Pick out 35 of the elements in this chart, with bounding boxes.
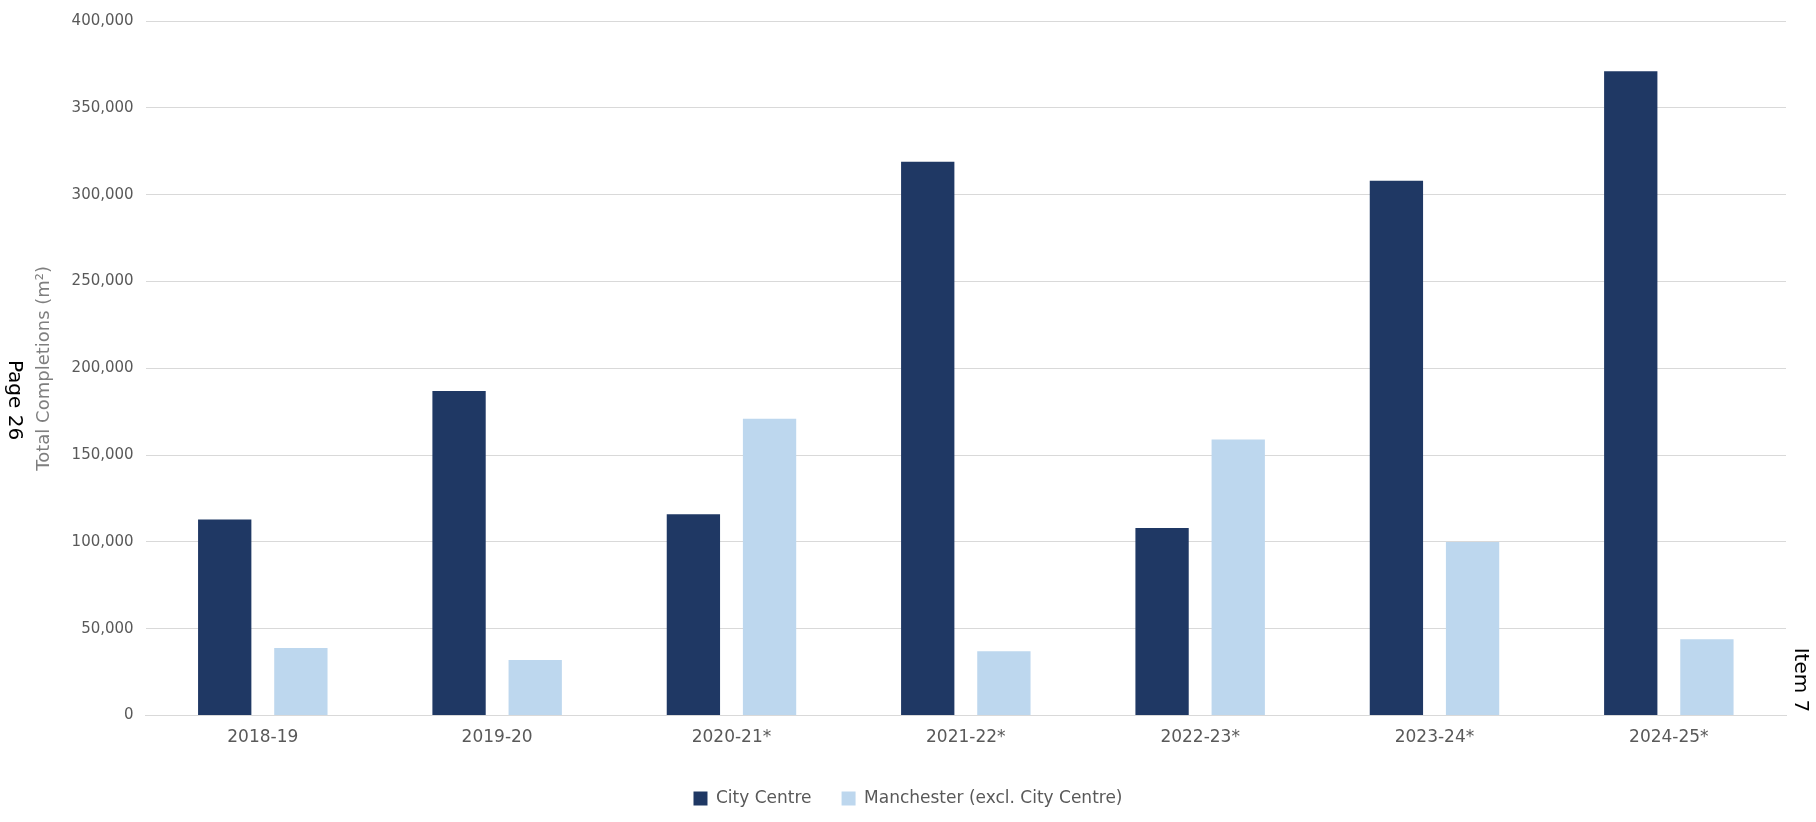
x-tick-label: 2020-21*: [691, 726, 772, 747]
bar: [508, 660, 562, 716]
text: Item 7: [1789, 647, 1814, 713]
x-tick-label: 2019-20: [461, 726, 533, 747]
bar: [742, 418, 797, 716]
bar: [1680, 639, 1734, 716]
bar: [1604, 71, 1658, 716]
bar: [901, 161, 955, 716]
legend-label: Manchester (excl. City Centre): [864, 786, 1123, 807]
bar: [666, 514, 721, 716]
bar: [1135, 528, 1189, 716]
y-tick-label: 400,000: [71, 10, 134, 29]
x-tick-label: 2023-24*: [1394, 726, 1475, 747]
y-tick-label: 50,000: [81, 618, 134, 637]
y-tick-label: 100,000: [71, 531, 134, 550]
bar: [198, 519, 252, 716]
y-tick-label: 350,000: [71, 97, 134, 116]
bar: [1211, 439, 1265, 716]
bar: [977, 651, 1031, 716]
bar: [1445, 541, 1500, 716]
y-tick-label: 300,000: [71, 184, 134, 203]
x-tick-label: 2024-25*: [1629, 726, 1709, 747]
x-tick-label: 2018-19: [227, 726, 299, 747]
y-tick-label: 250,000: [71, 271, 134, 290]
bar: [1369, 180, 1424, 716]
y-tick-label: 0: [124, 705, 134, 724]
bar: [432, 390, 486, 716]
y-tick-label: 150,000: [71, 445, 134, 464]
x-tick-label: 2022-23*: [1160, 726, 1240, 747]
y-tick-label: 200,000: [71, 358, 134, 377]
bar: [274, 647, 328, 716]
x-tick-label: 2021-22*: [926, 726, 1006, 747]
y-axis-title: Total Completions (m²): [32, 265, 54, 472]
text: Page 26: [3, 359, 28, 441]
legend-label: City Centre: [715, 786, 812, 807]
